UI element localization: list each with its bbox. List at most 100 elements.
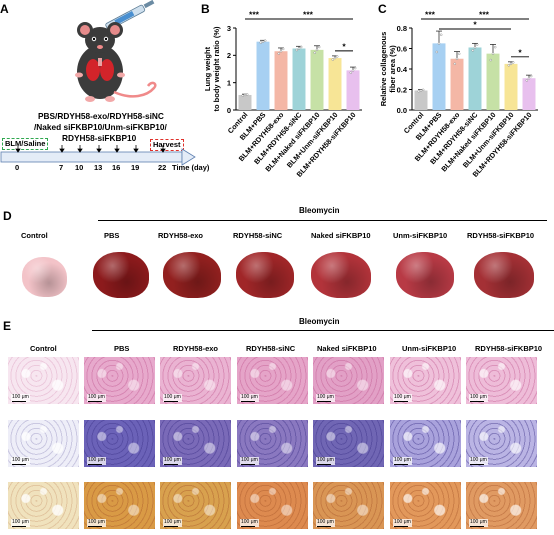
histology-tile: 100 μm bbox=[466, 357, 537, 404]
histology-tile: 100 μm bbox=[84, 482, 155, 529]
histology-tile: 100 μm bbox=[8, 482, 79, 529]
b-bar bbox=[238, 94, 252, 110]
time-axis-label: Time (day) bbox=[172, 163, 210, 172]
histology-tile: 100 μm bbox=[84, 357, 155, 404]
c-bar bbox=[468, 47, 482, 110]
b-point bbox=[263, 39, 267, 42]
c-ytick-label: 0.2 bbox=[397, 85, 407, 94]
scale-bar-label: 100 μm bbox=[240, 457, 259, 465]
scale-bar-label: 100 μm bbox=[163, 394, 182, 402]
b-point bbox=[279, 50, 283, 53]
c-bar bbox=[504, 63, 518, 110]
c-ytick-label: 0.4 bbox=[397, 65, 408, 74]
b-bar bbox=[274, 51, 288, 110]
dose-arrows bbox=[15, 145, 166, 153]
b-ytick-label: 2 bbox=[227, 51, 231, 60]
c-bar bbox=[486, 53, 500, 110]
treatment-line-1: PBS/RDYH58-exo/RDYH58-siNC bbox=[38, 111, 164, 121]
b-bar bbox=[256, 41, 270, 110]
histology-tile: 100 μm bbox=[237, 482, 308, 529]
treatment-line-3: RDYH58-siFKBP10 bbox=[62, 133, 137, 143]
lung-photo bbox=[163, 252, 221, 298]
b-point bbox=[259, 41, 262, 44]
c-point bbox=[507, 64, 511, 67]
c-point bbox=[489, 58, 493, 62]
c-point bbox=[471, 49, 475, 52]
scale-bar-label: 100 μm bbox=[240, 394, 259, 402]
histo-col-label-2: RDYH58-exo bbox=[173, 344, 219, 353]
bleomycin-bracket-e bbox=[92, 330, 554, 331]
lung-col-label-4: Naked siFKBP10 bbox=[311, 231, 371, 240]
b-point bbox=[317, 45, 321, 49]
b-ytick-label: 1 bbox=[227, 78, 231, 87]
histology-tile: 100 μm bbox=[466, 420, 537, 467]
scale-bar-label: 100 μm bbox=[469, 457, 488, 465]
histology-tile: 100 μm bbox=[160, 357, 231, 404]
b-point bbox=[313, 51, 317, 54]
scale-bar-label: 100 μm bbox=[87, 457, 106, 465]
bleomycin-label-e: Bleomycin bbox=[299, 317, 340, 326]
b-point bbox=[335, 55, 339, 58]
panel-a-letter: A bbox=[0, 2, 9, 16]
b-point bbox=[295, 48, 299, 52]
c-point bbox=[511, 61, 515, 64]
panel-b-letter: B bbox=[201, 2, 210, 16]
c-point bbox=[422, 88, 425, 92]
scale-bar-label: 100 μm bbox=[87, 394, 106, 402]
b-point bbox=[243, 93, 247, 97]
lung-photo bbox=[474, 252, 534, 298]
scale-bar-label: 100 μm bbox=[393, 457, 412, 465]
panel-d-letter: D bbox=[3, 209, 12, 223]
day-10: 10 bbox=[75, 163, 84, 172]
histology-tile: 100 μm bbox=[390, 357, 461, 404]
lung-col-label-3: RDYH58-siNC bbox=[233, 231, 283, 240]
b-point bbox=[297, 47, 301, 50]
c-point bbox=[529, 74, 533, 78]
histology-tile: 100 μm bbox=[466, 482, 537, 529]
c-ylabel: Relative collagenousfiber area (%) bbox=[379, 32, 397, 107]
harvest-box: Harvest bbox=[150, 139, 184, 151]
histo-col-label-6: RDYH58-siFKBP10 bbox=[475, 344, 543, 353]
histology-tile: 100 μm bbox=[8, 420, 79, 467]
b-sig-label: *** bbox=[249, 10, 260, 20]
b-bar bbox=[292, 48, 306, 110]
c-sig-label: *** bbox=[425, 10, 436, 20]
scale-bar-label: 100 μm bbox=[469, 394, 488, 402]
c-bar bbox=[450, 58, 464, 110]
bleomycin-bracket-d bbox=[98, 220, 547, 221]
lung-photo bbox=[311, 252, 371, 298]
histology-tile: 100 μm bbox=[313, 482, 384, 529]
b-ytick-label: 3 bbox=[227, 24, 231, 33]
histology-tile: 100 μm bbox=[237, 357, 308, 404]
scale-bar-label: 100 μm bbox=[316, 519, 335, 527]
c-ytick-label: 0.0 bbox=[397, 106, 407, 115]
day-7: 7 bbox=[59, 163, 64, 172]
b-point bbox=[277, 52, 281, 55]
b-point bbox=[281, 47, 285, 51]
day-22: 22 bbox=[158, 163, 167, 172]
scale-bar-label: 100 μm bbox=[316, 457, 335, 465]
b-point bbox=[246, 93, 249, 96]
lung-photo bbox=[93, 252, 149, 298]
bleomycin-label-d: Bleomycin bbox=[299, 206, 340, 215]
scale-bar-label: 100 μm bbox=[87, 519, 106, 527]
c-point bbox=[475, 43, 479, 46]
day-0: 0 bbox=[15, 163, 20, 172]
c-point bbox=[435, 50, 438, 54]
b-point bbox=[353, 66, 357, 70]
c-ytick-label: 0.6 bbox=[397, 44, 407, 53]
c-point bbox=[491, 52, 495, 55]
b-ylabel: Lung weightto body weight ratio (%) bbox=[203, 26, 221, 111]
b-point bbox=[349, 71, 353, 74]
histology-tile: 100 μm bbox=[160, 420, 231, 467]
lung-photo bbox=[396, 252, 454, 298]
c-point bbox=[509, 62, 513, 66]
c-point bbox=[417, 90, 420, 93]
mouse-icon bbox=[75, 22, 157, 102]
lung-col-label-1: PBS bbox=[104, 231, 120, 240]
c-point bbox=[419, 89, 423, 92]
lung-photo bbox=[22, 257, 67, 297]
panel-e-letter: E bbox=[3, 319, 12, 333]
